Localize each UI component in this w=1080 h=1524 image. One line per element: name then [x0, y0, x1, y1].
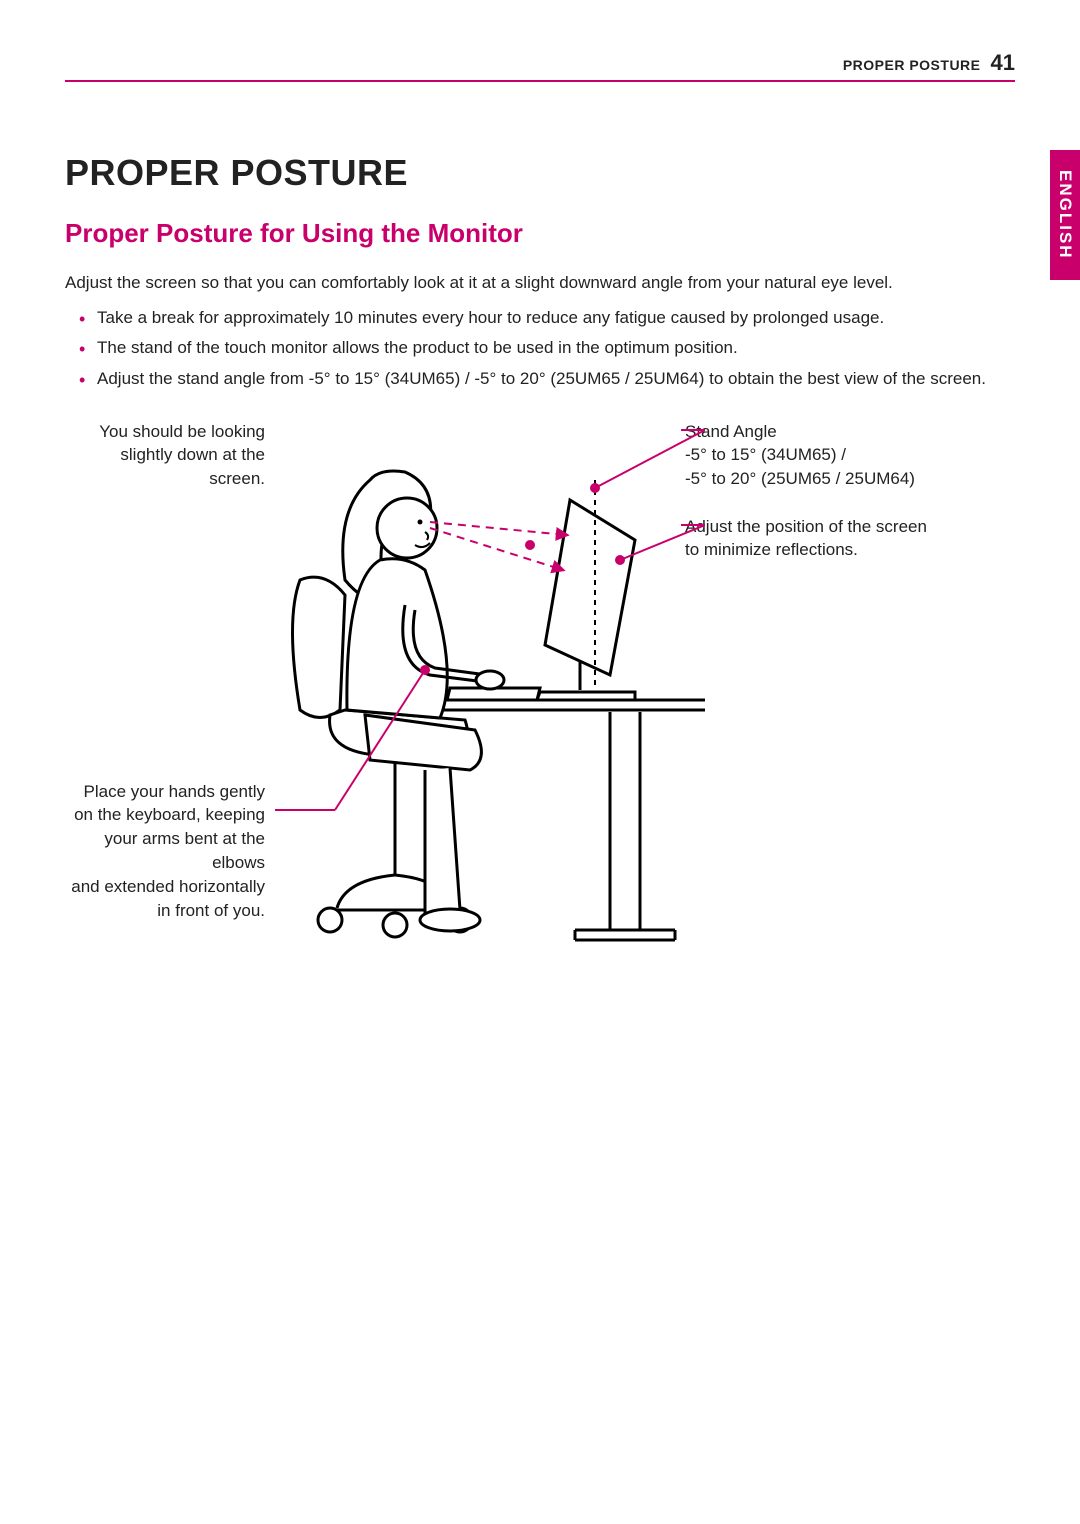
list-item: Adjust the stand angle from -5° to 15° (…: [83, 367, 1015, 392]
page-title: PROPER POSTURE: [65, 152, 1015, 194]
page-subtitle: Proper Posture for Using the Monitor: [65, 218, 1015, 249]
header-section-label: PROPER POSTURE: [843, 57, 981, 73]
advice-list: Take a break for approximately 10 minute…: [65, 306, 1015, 392]
callout-angle-body: -5° to 15° (34UM65) / -5° to 20° (25UM65…: [685, 445, 915, 488]
callout-angle: Stand Angle -5° to 15° (34UM65) / -5° to…: [685, 420, 945, 491]
callout-eye: You should be looking slightly down at t…: [65, 420, 265, 491]
page-header-bar: PROPER POSTURE 41: [65, 50, 1015, 82]
header-page-number: 41: [991, 50, 1015, 76]
manual-page: PROPER POSTURE 41 ENGLISH PROPER POSTURE…: [0, 0, 1080, 1090]
posture-figure: You should be looking slightly down at t…: [65, 410, 1015, 1030]
callout-reflection: Adjust the position of the screen to min…: [685, 515, 945, 563]
intro-paragraph: Adjust the screen so that you can comfor…: [65, 271, 1015, 296]
list-item: The stand of the touch monitor allows th…: [83, 336, 1015, 361]
callout-hands: Place your hands gently on the keyboard,…: [65, 780, 265, 923]
list-item: Take a break for approximately 10 minute…: [83, 306, 1015, 331]
posture-illustration: [275, 410, 705, 1020]
language-tab: ENGLISH: [1050, 150, 1080, 280]
